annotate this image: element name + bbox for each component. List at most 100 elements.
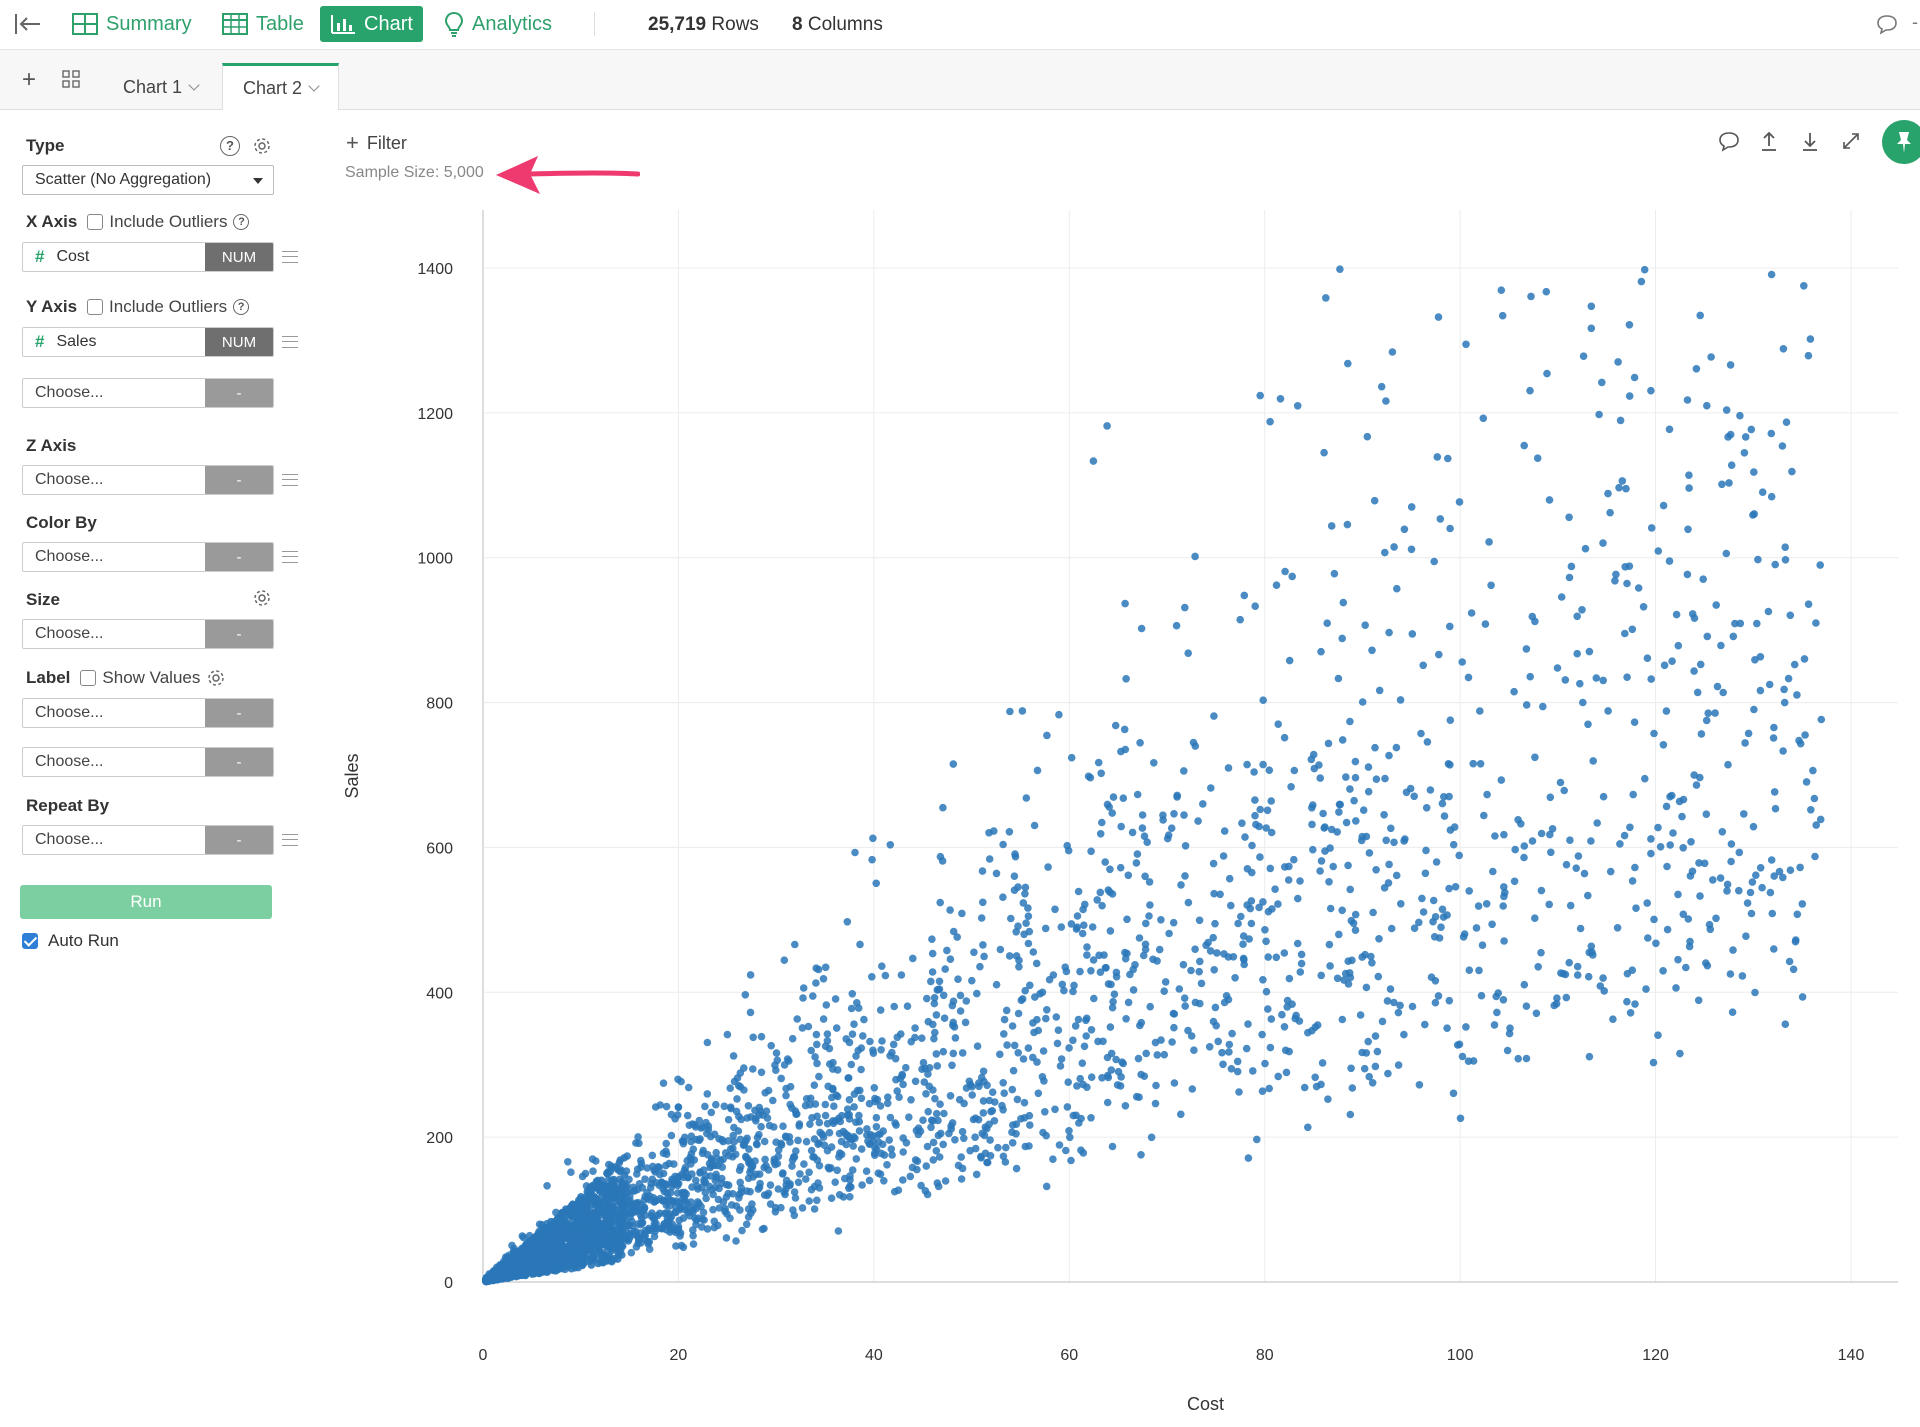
comment-icon[interactable] xyxy=(1876,13,1898,40)
back-to-start-icon[interactable] xyxy=(14,12,42,36)
scatter-point xyxy=(925,1064,934,1072)
repeat-by-field[interactable]: Choose... - xyxy=(22,825,274,855)
scatter-point xyxy=(1187,1032,1196,1040)
label-field-1[interactable]: Choose... - xyxy=(22,698,274,728)
scatter-point xyxy=(1072,1111,1080,1120)
scatter-point xyxy=(1225,874,1234,883)
gear-icon[interactable] xyxy=(252,136,272,156)
scatter-point xyxy=(659,1079,668,1087)
scatter-point xyxy=(808,1114,816,1122)
size-field[interactable]: Choose... - xyxy=(22,619,274,649)
scatter-point xyxy=(1711,709,1719,717)
nav-chart[interactable]: Chart xyxy=(320,6,423,42)
scatter-point xyxy=(1769,734,1778,742)
menu-icon[interactable] xyxy=(282,251,298,263)
auto-run-checkbox[interactable] xyxy=(22,933,38,949)
nav-summary[interactable]: Summary xyxy=(62,6,202,42)
scatter-point xyxy=(1103,1053,1112,1062)
nav-table[interactable]: Table xyxy=(212,6,314,42)
scatter-point xyxy=(1253,1135,1261,1144)
scatter-point xyxy=(994,1143,1002,1152)
scatter-point xyxy=(1724,433,1732,441)
y-axis-column-field[interactable]: # Sales NUM xyxy=(22,327,274,357)
scatter-point xyxy=(1340,976,1348,984)
download-icon[interactable] xyxy=(1799,130,1821,157)
pin-button[interactable] xyxy=(1882,120,1920,164)
chart-type-select[interactable]: Scatter (No Aggregation) xyxy=(22,165,274,195)
scatter-point xyxy=(851,1134,859,1143)
scatter-point xyxy=(834,1227,843,1235)
scatter-point xyxy=(690,1156,699,1164)
scatter-point xyxy=(1662,707,1671,715)
scatter-point xyxy=(727,1201,736,1209)
z-axis-field[interactable]: Choose... - xyxy=(22,465,274,495)
scatter-point xyxy=(1500,892,1508,901)
auto-run-option[interactable]: Auto Run xyxy=(22,931,119,951)
show-values-checkbox[interactable] xyxy=(80,670,97,686)
scatter-point xyxy=(635,1139,643,1148)
gear-icon[interactable] xyxy=(252,588,272,608)
scatter-point xyxy=(1639,603,1648,611)
tab-chart-2[interactable]: Chart 2 xyxy=(222,63,340,111)
scatter-point xyxy=(1271,885,1279,893)
scatter-point xyxy=(736,1206,744,1214)
scatter-point xyxy=(1802,778,1811,786)
scatter-point xyxy=(709,1205,717,1214)
scatter-point xyxy=(1315,761,1323,769)
help-icon[interactable]: ? xyxy=(220,136,240,156)
scatter-point xyxy=(1533,454,1542,462)
scatter-point xyxy=(736,1178,744,1187)
y-axis-extra-field[interactable]: Choose... - xyxy=(22,378,274,408)
x-include-outliers-checkbox[interactable] xyxy=(87,214,104,230)
label-field-2[interactable]: Choose... - xyxy=(22,747,274,777)
scatter-point xyxy=(1210,889,1218,898)
scatter-point xyxy=(872,879,880,888)
menu-icon[interactable] xyxy=(282,551,298,563)
scatter-point xyxy=(1371,1062,1380,1071)
menu-icon[interactable] xyxy=(282,474,298,486)
scatter-point xyxy=(1256,391,1264,400)
scatter-point xyxy=(1751,988,1759,997)
scatter-point xyxy=(1021,883,1030,892)
more-icon[interactable]: - xyxy=(1912,12,1918,32)
help-icon[interactable]: ? xyxy=(233,214,250,230)
nav-analytics[interactable]: Analytics xyxy=(434,6,562,42)
scatter-point xyxy=(1520,842,1529,850)
scatter-point xyxy=(1256,853,1264,861)
scatter-point xyxy=(844,1074,853,1082)
scatter-point xyxy=(957,1153,965,1161)
scatter-point xyxy=(1748,878,1757,886)
scatter-point xyxy=(1290,766,1299,775)
scatter-point xyxy=(1346,885,1354,894)
y-include-outliers-checkbox[interactable] xyxy=(87,299,104,315)
upload-icon[interactable] xyxy=(1758,130,1780,157)
expand-icon[interactable] xyxy=(1840,130,1862,157)
scatter-point xyxy=(811,1100,820,1108)
add-tab-icon[interactable]: + xyxy=(22,66,37,93)
comment-icon[interactable] xyxy=(1718,130,1740,157)
chevron-down-icon[interactable] xyxy=(308,80,320,92)
menu-icon[interactable] xyxy=(282,834,298,846)
color-by-field[interactable]: Choose... - xyxy=(22,542,274,572)
scatter-point xyxy=(898,1072,906,1080)
run-button[interactable]: Run xyxy=(20,885,272,919)
x-axis-column-field[interactable]: # Cost NUM xyxy=(22,242,274,272)
scatter-point xyxy=(711,1176,720,1185)
help-icon[interactable]: ? xyxy=(233,299,250,315)
chevron-down-icon[interactable] xyxy=(188,79,200,91)
scatter-point xyxy=(635,1180,644,1188)
scatter-point xyxy=(1029,1019,1037,1027)
tab-chart-1[interactable]: Chart 1 xyxy=(103,64,218,110)
scatter-point xyxy=(553,1219,561,1227)
filter-button[interactable]: + Filter xyxy=(346,130,407,156)
scatter-point xyxy=(636,1211,645,1219)
scatter-point xyxy=(1465,966,1474,974)
scatter-point xyxy=(1266,864,1275,873)
gear-icon[interactable] xyxy=(206,668,226,688)
scatter-point xyxy=(1032,959,1041,968)
scatter-point xyxy=(1290,855,1298,864)
scatter-point xyxy=(918,1034,926,1042)
y-tick-label: 200 xyxy=(426,1130,453,1147)
menu-icon[interactable] xyxy=(282,336,298,348)
grid-view-icon[interactable] xyxy=(62,70,80,93)
